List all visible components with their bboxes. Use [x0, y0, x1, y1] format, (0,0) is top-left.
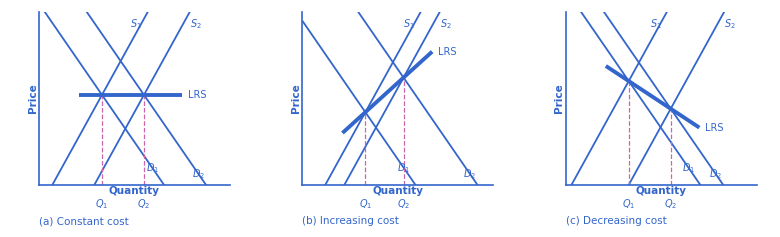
Text: $S_1$: $S_1$ [403, 17, 415, 31]
Text: $S_1$: $S_1$ [650, 17, 661, 31]
Text: $D_2$: $D_2$ [192, 167, 205, 181]
Text: $Q_2$: $Q_2$ [137, 197, 151, 211]
Text: $S_1$: $S_1$ [130, 17, 142, 31]
Text: (a) Constant cost: (a) Constant cost [39, 216, 129, 226]
Text: (b) Increasing cost: (b) Increasing cost [303, 216, 399, 226]
Y-axis label: Price: Price [27, 83, 37, 113]
Text: $Q_1$: $Q_1$ [95, 197, 108, 211]
Text: $S_2$: $S_2$ [724, 17, 736, 31]
Y-axis label: Price: Price [555, 83, 565, 113]
Y-axis label: Price: Price [291, 83, 301, 113]
X-axis label: Quantity: Quantity [109, 186, 160, 196]
Text: $Q_1$: $Q_1$ [622, 197, 636, 211]
Text: LRS: LRS [188, 90, 207, 100]
Text: $Q_1$: $Q_1$ [359, 197, 372, 211]
Text: $S_2$: $S_2$ [440, 17, 452, 31]
Text: $Q_2$: $Q_2$ [397, 197, 410, 211]
X-axis label: Quantity: Quantity [372, 186, 424, 196]
Text: (c) Decreasing cost: (c) Decreasing cost [566, 216, 666, 226]
Text: $Q_2$: $Q_2$ [664, 197, 677, 211]
Text: $D_2$: $D_2$ [463, 167, 477, 181]
Text: LRS: LRS [705, 123, 724, 133]
Text: $S_2$: $S_2$ [190, 17, 201, 31]
Text: $D_1$: $D_1$ [398, 161, 410, 175]
Text: $D_2$: $D_2$ [709, 167, 722, 181]
Text: $D_1$: $D_1$ [682, 161, 696, 175]
X-axis label: Quantity: Quantity [636, 186, 686, 196]
Text: LRS: LRS [438, 47, 456, 57]
Text: $D_1$: $D_1$ [146, 161, 159, 175]
